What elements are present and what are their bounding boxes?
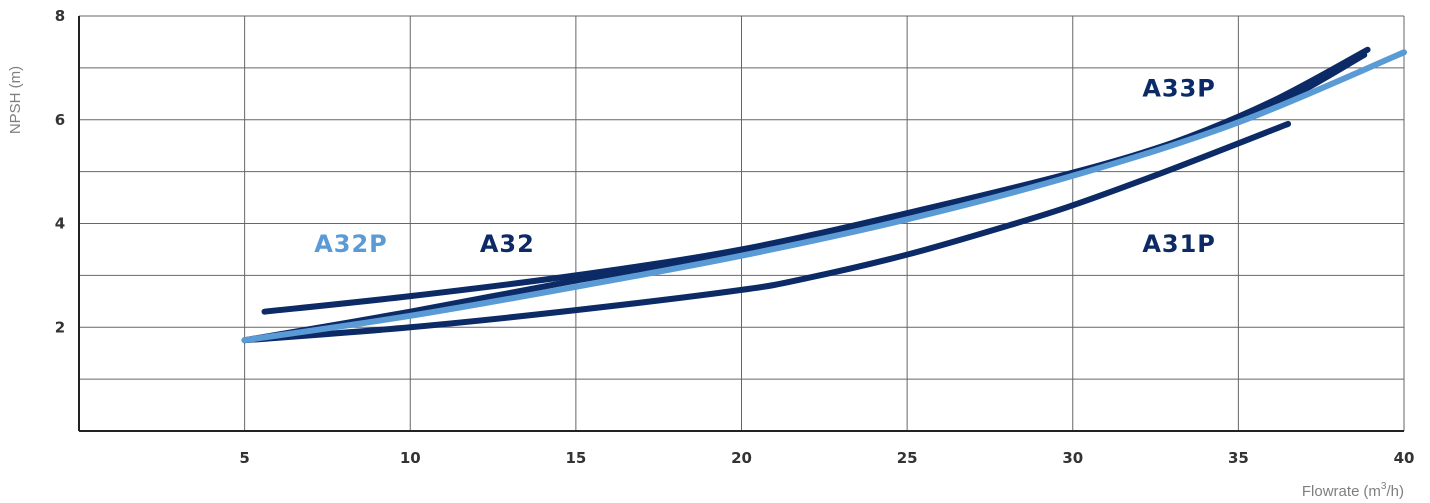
grid xyxy=(79,15,1405,431)
y-tick-label-4: 4 xyxy=(55,215,65,233)
series-label-a32: A32 xyxy=(480,230,535,258)
y-axis-title: NPSH (m) xyxy=(7,66,24,134)
axes xyxy=(78,16,1404,432)
x-tick-label-40: 40 xyxy=(1394,449,1415,467)
y-tick-label-6: 6 xyxy=(55,111,65,129)
series-label-a31p: A31P xyxy=(1142,230,1216,258)
x-tick-label-35: 35 xyxy=(1228,449,1249,467)
series-labels: A32P A32 A33P A31P xyxy=(314,74,1216,258)
y-tick-label-2: 2 xyxy=(55,318,65,336)
x-tick-label-10: 10 xyxy=(400,449,421,467)
series-line-a31p xyxy=(241,120,1292,344)
series-label-a32p: A32P xyxy=(314,230,388,258)
x-tick-label-5: 5 xyxy=(239,449,249,467)
x-tick-label-25: 25 xyxy=(897,449,918,467)
x-axis-unit: (m xyxy=(1363,483,1381,500)
x-tick-label-20: 20 xyxy=(731,449,752,467)
series-label-a33p: A33P xyxy=(1142,74,1216,102)
series-line-a33p xyxy=(241,46,1371,344)
x-axis-title-text: Flowrate xyxy=(1302,483,1360,500)
tick-labels: 5 10 15 20 25 30 35 40 2 4 6 8 xyxy=(55,7,1415,467)
y-tick-label-8: 8 xyxy=(55,7,65,25)
x-axis-unit-superscript: 3 xyxy=(1381,481,1387,492)
x-tick-label-30: 30 xyxy=(1062,449,1083,467)
series-line-a32p xyxy=(241,49,1407,344)
x-axis-title: Flowrate (m3/h) xyxy=(1302,481,1404,500)
series-layer xyxy=(241,46,1407,344)
x-axis-unit-end: /h) xyxy=(1386,483,1404,500)
x-tick-label-15: 15 xyxy=(565,449,586,467)
